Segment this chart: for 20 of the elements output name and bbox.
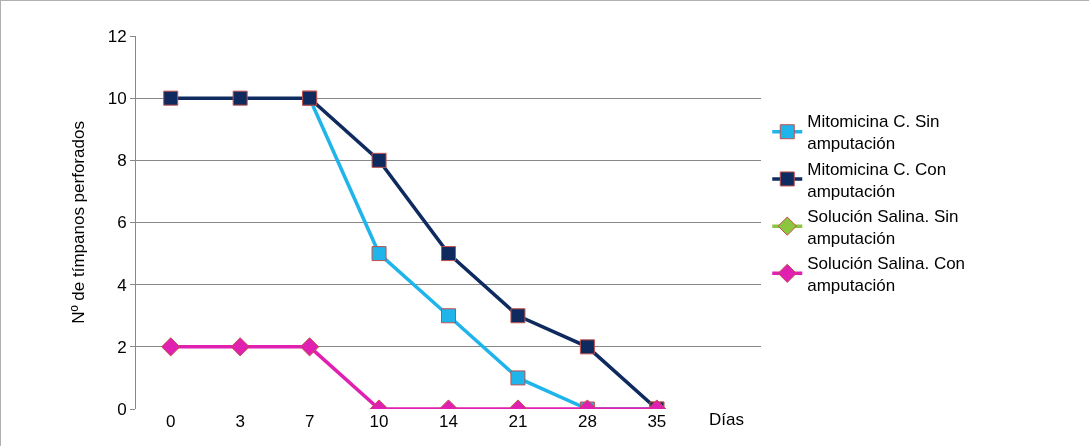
x-tick-label: 10 bbox=[369, 412, 389, 431]
y-tick-label: 8 bbox=[117, 151, 127, 171]
y-axis-title: Nº de tímpanos perforados bbox=[69, 121, 89, 324]
y-tick-label: 4 bbox=[117, 275, 127, 295]
x-tick-label: 28 bbox=[577, 412, 597, 431]
x-tick-label: 0 bbox=[165, 412, 176, 431]
x-tick-label: 7 bbox=[304, 412, 315, 431]
y-tick-label: 2 bbox=[117, 337, 127, 357]
x-tick-label: 35 bbox=[647, 412, 667, 431]
legend-label: Solución Salina. Con amputación bbox=[807, 253, 966, 296]
y-tick-label: 10 bbox=[107, 89, 127, 109]
x-tick-label: 3 bbox=[235, 412, 245, 431]
y-tick-label: 12 bbox=[107, 26, 127, 46]
x-axis-title: Días bbox=[709, 410, 744, 429]
x-tick-label: 14 bbox=[439, 412, 458, 431]
x-tick-label: 21 bbox=[508, 412, 528, 431]
legend-label: Mitomicina C. Sin amputación bbox=[807, 112, 940, 154]
legend-label: Solución Salina. Sin amputación bbox=[807, 206, 959, 248]
y-tick-label: 6 bbox=[117, 213, 127, 233]
legend-label: Mitomicina C. Con amputación bbox=[807, 159, 947, 201]
